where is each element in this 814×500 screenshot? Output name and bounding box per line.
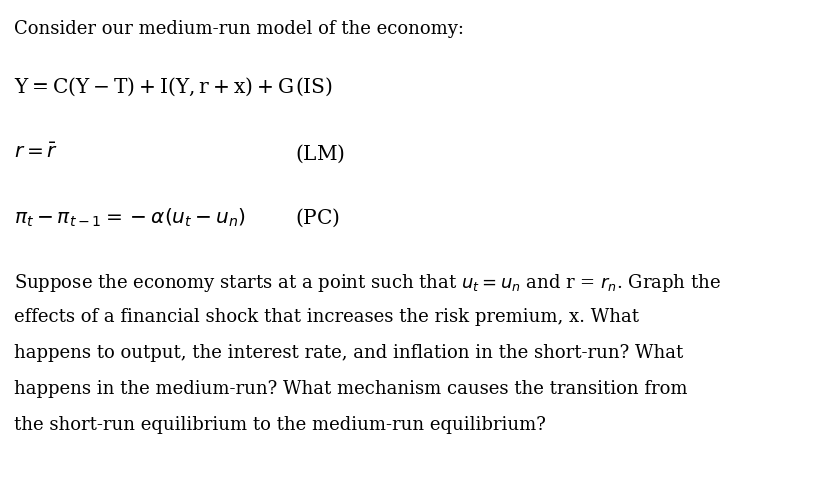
Text: the short-run equilibrium to the medium-run equilibrium?: the short-run equilibrium to the medium-… [14, 416, 546, 434]
Text: $r=\bar{r}$: $r=\bar{r}$ [14, 143, 59, 162]
Text: $\pi_t - \pi_{t-1} = -\alpha(u_t - u_n)$: $\pi_t - \pi_{t-1} = -\alpha(u_t - u_n)$ [14, 207, 246, 230]
Text: happens to output, the interest rate, and inflation in the short-run? What: happens to output, the interest rate, an… [14, 344, 683, 362]
Text: effects of a financial shock that increases the risk premium, x. What: effects of a financial shock that increa… [14, 308, 639, 326]
Text: Consider our medium-run model of the economy:: Consider our medium-run model of the eco… [14, 20, 464, 38]
Text: $\mathregular{(IS)}$: $\mathregular{(IS)}$ [295, 76, 333, 98]
Text: $\mathregular{(PC)}$: $\mathregular{(PC)}$ [295, 207, 340, 230]
Text: Suppose the economy starts at a point such that $u_t = u_n$ and r = $r_n$. Graph: Suppose the economy starts at a point su… [14, 272, 721, 294]
Text: $\mathregular{(LM)}$: $\mathregular{(LM)}$ [295, 143, 345, 166]
Text: happens in the medium-run? What mechanism causes the transition from: happens in the medium-run? What mechanis… [14, 380, 688, 398]
Text: $\mathregular{Y =C(Y-T)+I(Y,r+x)+G}$: $\mathregular{Y =C(Y-T)+I(Y,r+x)+G}$ [14, 76, 294, 98]
